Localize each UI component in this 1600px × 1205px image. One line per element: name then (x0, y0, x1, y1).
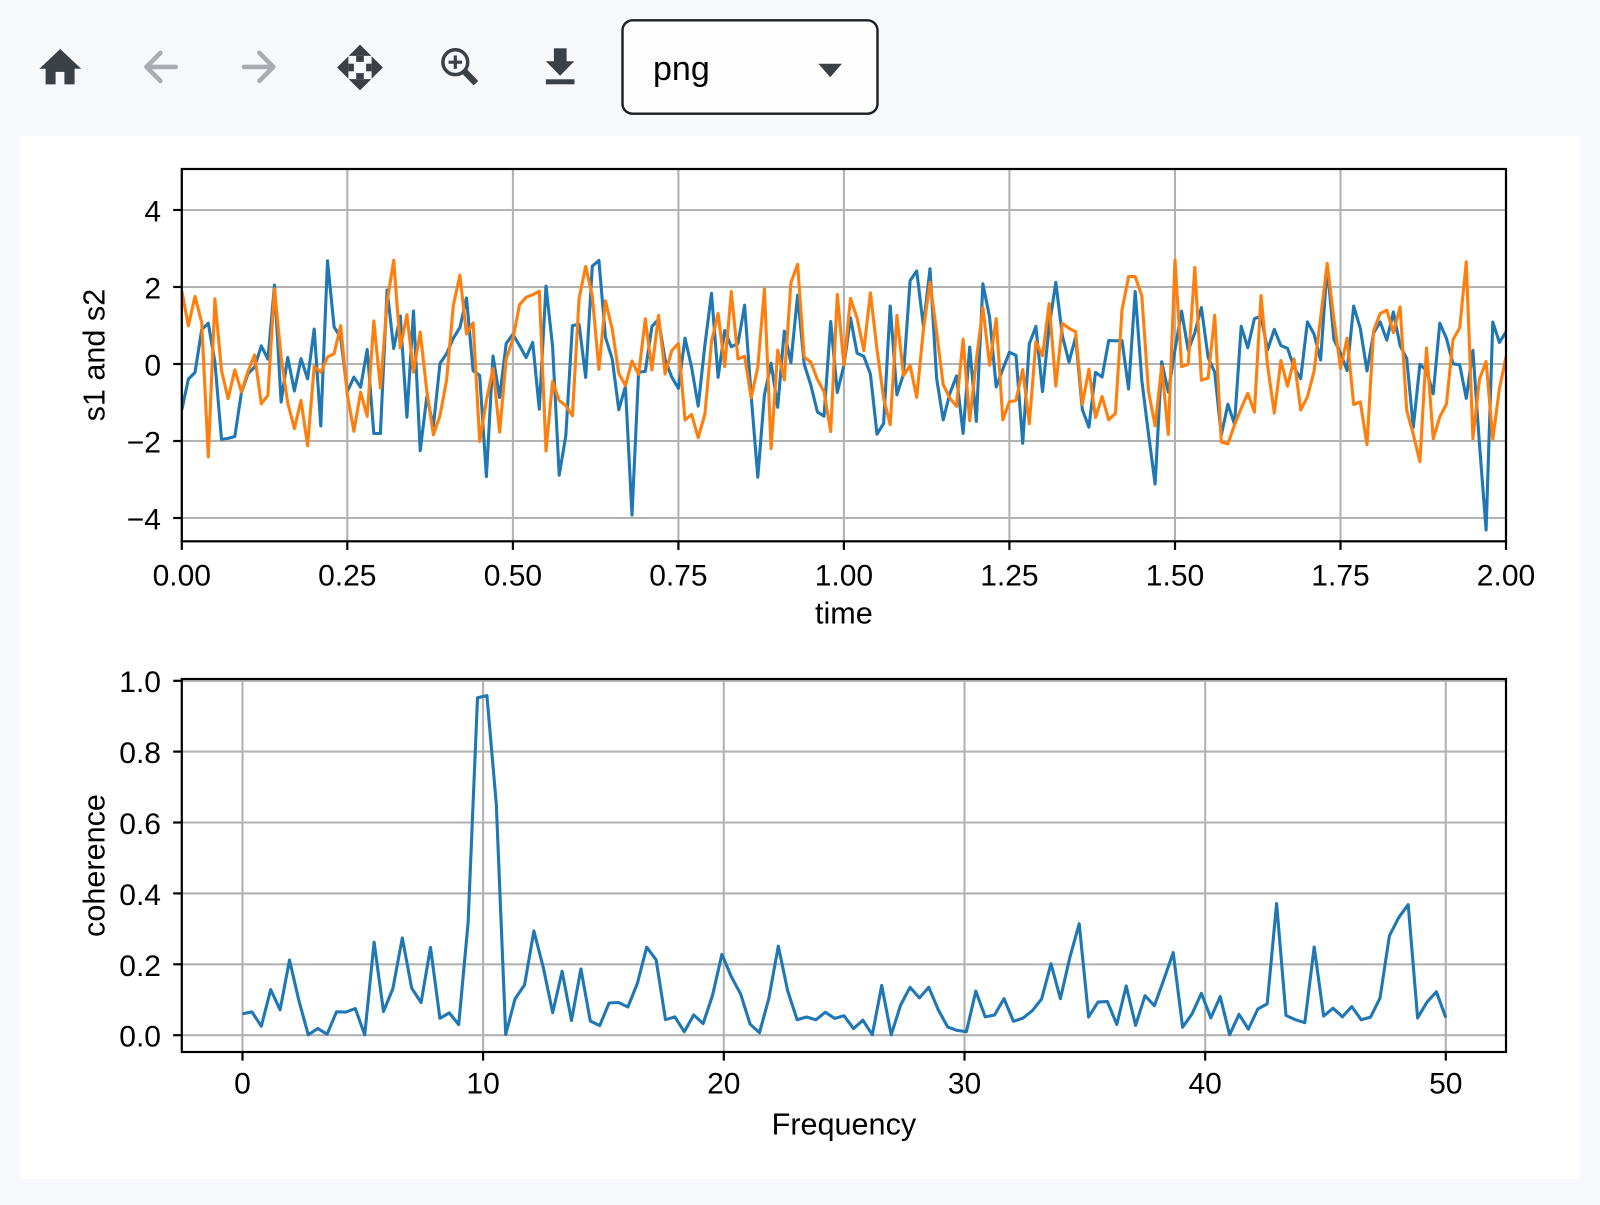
svg-text:1.00: 1.00 (815, 560, 873, 593)
svg-text:50: 50 (1429, 1068, 1462, 1101)
svg-text:coherence: coherence (78, 794, 112, 937)
svg-text:0.25: 0.25 (318, 560, 376, 593)
svg-text:0.8: 0.8 (119, 737, 161, 770)
svg-text:10: 10 (466, 1068, 499, 1101)
svg-text:s1 and s2: s1 and s2 (78, 289, 112, 422)
svg-text:0.00: 0.00 (153, 560, 211, 593)
svg-text:2.00: 2.00 (1477, 560, 1535, 593)
svg-text:0.6: 0.6 (119, 808, 161, 841)
svg-text:−4: −4 (127, 503, 161, 536)
svg-text:2: 2 (144, 272, 161, 305)
svg-text:0.0: 0.0 (119, 1021, 161, 1054)
svg-text:0: 0 (234, 1068, 251, 1101)
svg-text:1.0: 1.0 (119, 666, 161, 699)
svg-text:0.2: 0.2 (119, 950, 161, 983)
svg-text:30: 30 (948, 1068, 981, 1101)
svg-text:0.75: 0.75 (649, 560, 707, 593)
svg-text:Frequency: Frequency (772, 1108, 917, 1142)
svg-text:0.50: 0.50 (484, 560, 542, 593)
svg-text:−2: −2 (127, 426, 161, 459)
svg-text:1.50: 1.50 (1146, 560, 1204, 593)
svg-text:4: 4 (144, 195, 161, 228)
svg-text:20: 20 (707, 1068, 740, 1101)
svg-text:time: time (815, 597, 873, 631)
svg-text:0.4: 0.4 (119, 879, 161, 912)
svg-text:1.25: 1.25 (980, 560, 1038, 593)
svg-text:1.75: 1.75 (1311, 560, 1369, 593)
svg-text:0: 0 (144, 349, 161, 382)
svg-text:png: png (653, 50, 710, 88)
svg-text:40: 40 (1189, 1068, 1222, 1101)
